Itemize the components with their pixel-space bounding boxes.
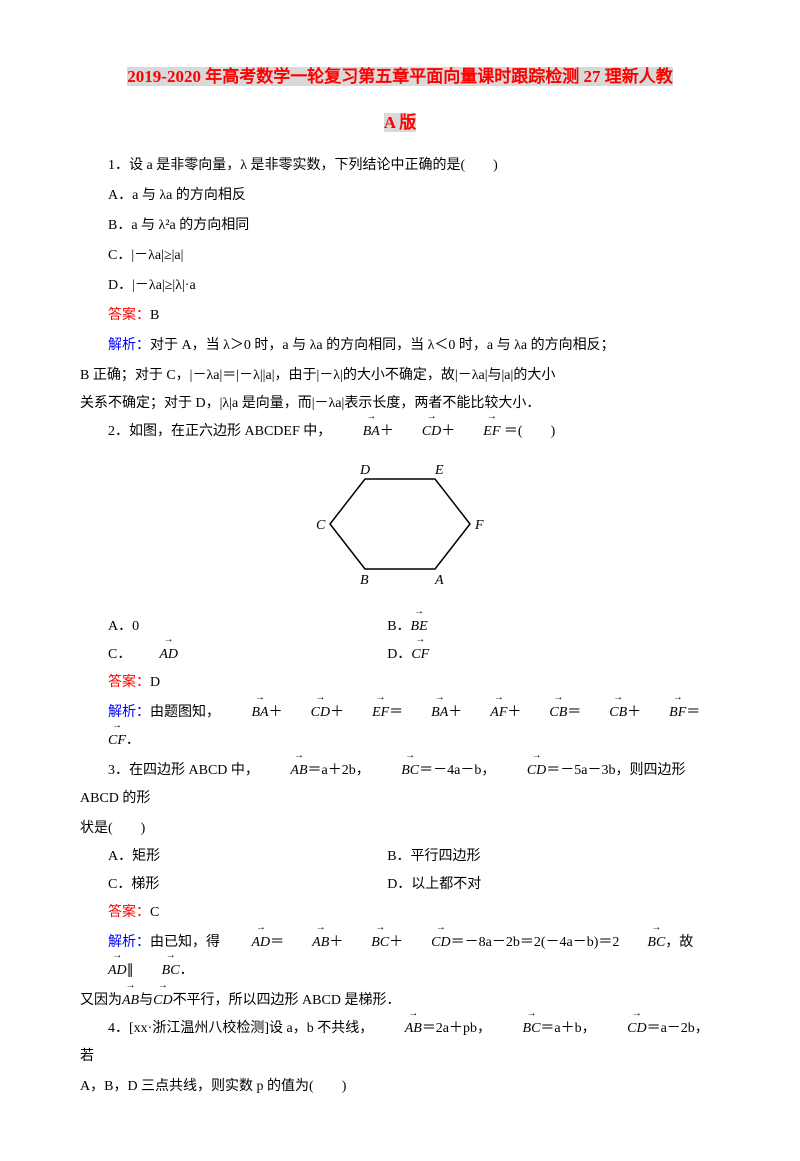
vec: AF: [462, 699, 507, 727]
q1-answer: 答案：B: [80, 302, 720, 330]
answer-label: 答案：: [108, 675, 150, 690]
vec: AB: [377, 1015, 422, 1043]
q2-opt-d: D．CF: [387, 641, 694, 669]
vec: CD: [599, 1015, 646, 1043]
q3-opt-b: B．平行四边形: [387, 843, 694, 871]
q4-line2: A，B，D 三点共线，则实数 p 的值为( ): [80, 1073, 720, 1101]
q1-stem: 1．设 a 是非零向量，λ 是非零实数，下列结论中正确的是( ): [80, 152, 720, 180]
vec: BC: [373, 757, 419, 785]
answer-value: D: [150, 675, 160, 690]
vec: CD: [283, 699, 330, 727]
vec: AD: [224, 929, 271, 957]
vec: AB: [262, 757, 307, 785]
vec: CD: [403, 929, 450, 957]
vec: AB: [122, 987, 139, 1015]
vec: BC: [343, 929, 389, 957]
hexagon-figure: D E C F B A: [80, 454, 720, 605]
eq1: ＝a＋2b，: [308, 763, 370, 778]
vec: CD: [499, 757, 546, 785]
q2-answer: 答案：D: [80, 669, 720, 697]
vec-cd: CD: [394, 418, 441, 446]
q1-opt-b: B．a 与 λ²a 的方向相同: [80, 212, 720, 240]
svg-text:E: E: [434, 463, 444, 478]
analysis-mid: ＝－8a－2b＝2(－4a－b)＝2: [451, 935, 620, 950]
q2-stem-text: 2．如图，在正六边形 ABCDEF 中，: [108, 424, 331, 439]
analysis-text: 对于 A，当 λ＞0 时，a 与 λa 的方向相同，当 λ＜0 时，a 与 λa…: [150, 338, 615, 353]
vec: BA: [403, 699, 448, 727]
analysis-label: 解析：: [108, 338, 150, 353]
q3-stem-end: 状是( ): [80, 815, 720, 843]
vec: AB: [284, 929, 329, 957]
vec: BC: [134, 957, 180, 985]
svg-text:D: D: [359, 463, 370, 478]
answer-value: C: [150, 905, 159, 920]
q3-opt-d: D．以上都不对: [387, 871, 694, 899]
q3-stem-pre: 3．在四边形 ABCD 中，: [108, 763, 259, 778]
vec: BC: [495, 1015, 541, 1043]
q1-analysis-1: 解析：对于 A，当 λ＞0 时，a 与 λa 的方向相同，当 λ＜0 时，a 与…: [80, 332, 720, 360]
svg-text:A: A: [434, 573, 444, 588]
analysis-text: 由题图知，: [150, 705, 220, 720]
q3-stem: 3．在四边形 ABCD 中， AB＝a＋2b， BC＝－4a－b， CD＝－5a…: [80, 757, 720, 813]
q2-stem-end: ＝( ): [504, 424, 555, 439]
q2-opt-a: A．0: [80, 613, 387, 641]
vec: CB: [581, 699, 627, 727]
q1-opt-c: C．|－λa|≥|a|: [80, 242, 720, 270]
vec: EF: [344, 699, 389, 727]
q2-opt-c: C．AD: [80, 641, 387, 669]
q2-opt-b: B．BE: [387, 613, 694, 641]
vec: CF: [80, 727, 126, 755]
q1-opt-a: A．a 与 λa 的方向相反: [80, 182, 720, 210]
vec: CD: [153, 987, 172, 1015]
vec: AD: [80, 957, 127, 985]
opt-b-pre: B．: [387, 619, 410, 634]
vec: BA: [224, 699, 269, 727]
q1-opt-d: D．|－λa|≥|λ|·a: [80, 272, 720, 300]
doc-title-2: A 版: [384, 113, 417, 132]
l2-pre: 又因为: [80, 993, 122, 1008]
answer-label: 答案：: [108, 905, 150, 920]
l2-mid: 与: [139, 993, 153, 1008]
l2-post: 不平行，所以四边形 ABCD 是梯形．: [173, 993, 401, 1008]
vec-ad: AD: [131, 641, 178, 669]
q4-stem: 4．[xx·浙江温州八校检测]设 a，b 不共线， AB＝2a＋pb， BC＝a…: [80, 1015, 720, 1071]
opt-d-pre: D．: [387, 647, 411, 662]
eq2: ＝－4a－b，: [419, 763, 495, 778]
svg-text:B: B: [360, 573, 369, 588]
vec: CB: [521, 699, 567, 727]
vec: BC: [619, 929, 665, 957]
svg-text:F: F: [474, 518, 484, 533]
q3-opt-c: C．梯形: [80, 871, 387, 899]
q2-stem: 2．如图，在正六边形 ABCDEF 中， BA＋CD＋EF ＝( ): [80, 418, 720, 446]
svg-text:C: C: [316, 518, 326, 533]
analysis-post: ，故: [665, 935, 693, 950]
eq2: ＝a＋b，: [540, 1021, 595, 1036]
q3-opt-a: A．矩形: [80, 843, 387, 871]
vec-ef: EF: [455, 418, 500, 446]
vec-cf: CF: [411, 641, 429, 669]
opt-c-pre: C．: [108, 647, 131, 662]
q4-stem-pre: 4．[xx·浙江温州八校检测]设 a，b 不共线，: [108, 1021, 373, 1036]
vec: BF: [641, 699, 686, 727]
q3-analysis: 解析：由已知，得 AD＝AB＋BC＋CD＝－8a－2b＝2(－4a－b)＝2BC…: [80, 929, 720, 985]
doc-title-1: 2019-2020 年高考数学一轮复习第五章平面向量课时跟踪检测 27 理新人教: [127, 67, 672, 86]
vec-ba: BA: [335, 418, 380, 446]
answer-value: B: [150, 308, 159, 323]
eq1: ＝2a＋pb，: [422, 1021, 491, 1036]
answer-label: 答案：: [108, 308, 150, 323]
q1-analysis-2: B 正确；对于 C，|－λa|＝|－λ||a|，由于|－λ|的大小不确定，故|－…: [80, 362, 720, 390]
